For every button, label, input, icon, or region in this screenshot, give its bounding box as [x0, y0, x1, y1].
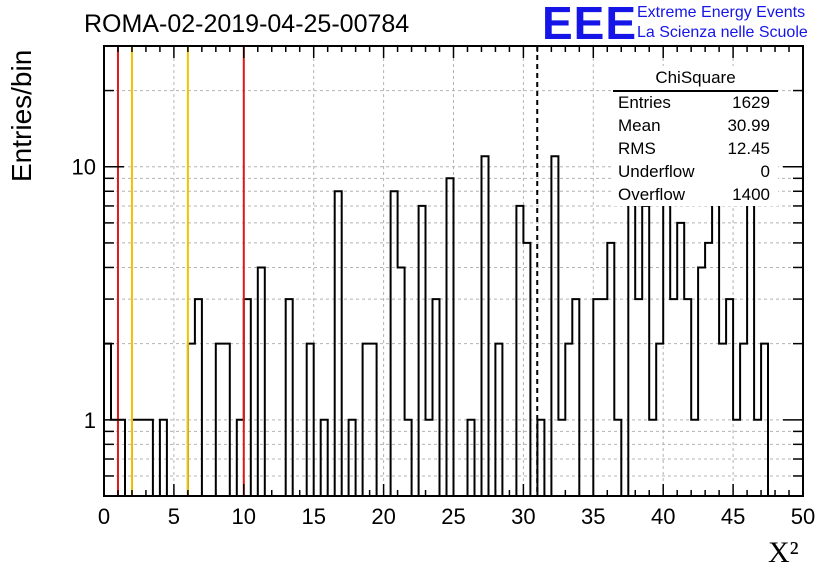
stats-name: Underflow: [618, 162, 695, 181]
stats-name: Entries: [618, 93, 671, 112]
y-tick-label: 10: [72, 155, 96, 180]
logo-caption-line2: La Scienza nelle Scuole: [637, 24, 808, 41]
x-tick-label: 25: [441, 504, 465, 529]
stats-row-mean: Mean 30.99: [618, 116, 770, 139]
stats-value: 30.99: [727, 116, 770, 135]
stats-value: 1629: [732, 93, 770, 112]
x-tick-label: 15: [301, 504, 325, 529]
x-tick-label: 30: [511, 504, 535, 529]
x-tick-label: 35: [581, 504, 605, 529]
stats-box: ChiSquare Entries 1629 Mean 30.99 RMS 12…: [613, 66, 778, 206]
stats-name: Overflow: [618, 185, 686, 204]
x-axis-label: X²: [768, 536, 799, 569]
eee-logo: EEE: [542, 0, 638, 49]
x-tick-label: 45: [721, 504, 745, 529]
stats-row-overflow: Overflow 1400: [618, 185, 770, 208]
x-tick-label: 20: [371, 504, 395, 529]
chart-title: ROMA-02-2019-04-25-00784: [84, 10, 410, 38]
x-tick-label: 0: [98, 504, 110, 529]
stats-value: 12.45: [727, 139, 770, 158]
stats-row-rms: RMS 12.45: [618, 139, 770, 162]
logo-caption-line1: Extreme Energy Events: [637, 4, 806, 21]
y-tick-label: 1: [84, 408, 96, 433]
x-tick-label: 10: [232, 504, 256, 529]
stats-name: Mean: [618, 116, 661, 135]
stats-value: 0: [760, 162, 770, 181]
stats-row-underflow: Underflow 0: [618, 162, 770, 185]
x-tick-label: 40: [651, 504, 675, 529]
stats-title: ChiSquare: [655, 68, 736, 87]
stats-value: 1400: [732, 185, 770, 204]
stats-name: RMS: [618, 139, 656, 158]
stats-divider: [613, 90, 778, 92]
x-tick-label: 50: [791, 504, 815, 529]
x-tick-label: 5: [168, 504, 180, 529]
stats-row-entries: Entries 1629: [618, 93, 770, 116]
